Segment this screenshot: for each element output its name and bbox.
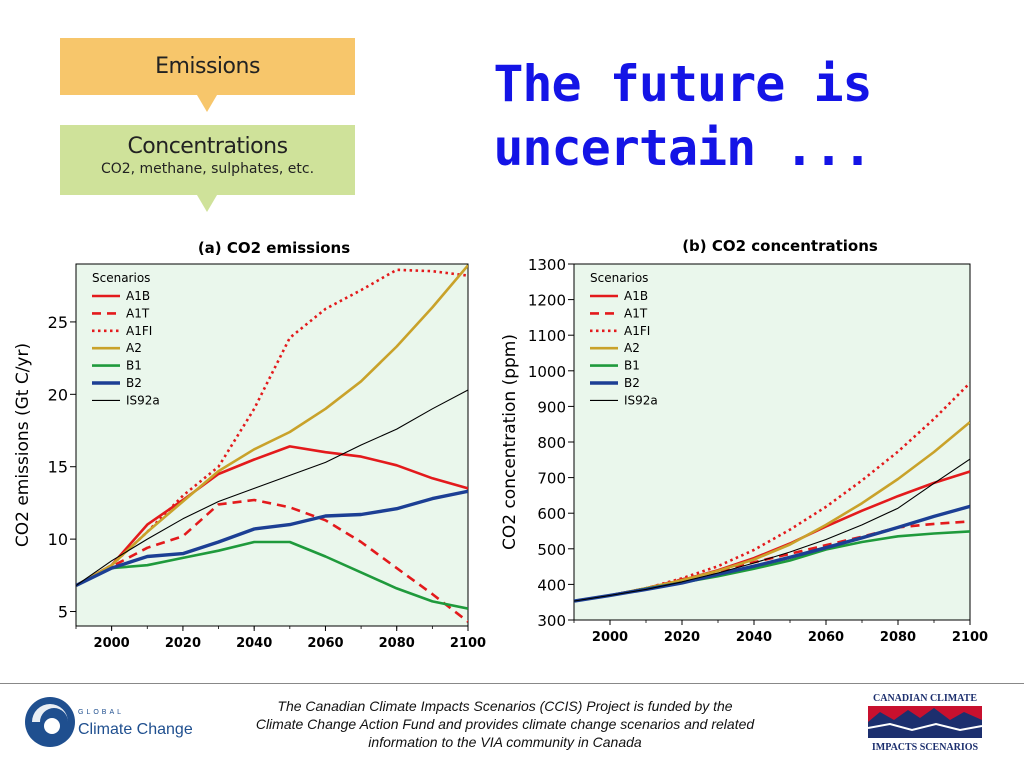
x-tick-label: 2000	[592, 630, 628, 645]
footer-line3: information to the VIA community in Cana…	[368, 734, 642, 750]
legend-label-b1: B1	[126, 359, 142, 373]
y-tick-label: 1000	[528, 363, 566, 381]
series-line-a1b	[76, 445, 468, 587]
y-tick-label: 900	[537, 398, 566, 416]
series-line-is92a	[574, 458, 970, 602]
slide-title-line1: The future is	[493, 55, 872, 113]
flow-arrow-down	[197, 195, 217, 212]
legend-label-a1b: A1B	[624, 289, 648, 303]
y-tick-label: 20	[48, 385, 68, 404]
y-tick-label: 800	[537, 434, 566, 452]
flow-arrow-down	[197, 95, 217, 112]
legend-title: Scenarios	[92, 271, 150, 285]
series-line-a1fi	[76, 268, 468, 587]
legend-label-a1fi: A1FI	[126, 324, 152, 338]
footer-divider	[0, 683, 1024, 684]
legend-label-a2: A2	[624, 341, 640, 355]
legend-label-a1t: A1T	[624, 306, 648, 320]
x-tick-label: 2100	[952, 630, 988, 645]
x-tick-label: 2060	[307, 636, 343, 651]
chart-co2-concentrations: (b) CO2 concentrations 2000 2020 2040 2060 20…	[500, 237, 988, 645]
y-tick-label: 25	[48, 313, 68, 332]
concentrations-label: Concentrations	[127, 134, 288, 159]
y-tick-label: 1100	[528, 327, 566, 345]
chart-co2-emissions: (a) CO2 emissions 2000 2020 2040 2060 2080 210…	[13, 239, 486, 651]
x-tick-label: 2000	[94, 636, 130, 651]
series-line-b2	[76, 489, 468, 588]
legend-label-a1t: A1T	[126, 306, 150, 320]
legend-label-a1b: A1B	[126, 289, 150, 303]
x-tick-label: 2060	[808, 630, 844, 645]
x-tick-label: 2020	[664, 630, 700, 645]
canadian-climate-impacts-scenarios-logo: CANADIAN CLIMATE IMPACTS SCENARIOS	[867, 693, 983, 753]
chart-title: (b) CO2 concentrations	[682, 237, 878, 255]
series-line-a2	[76, 264, 468, 587]
legend-label-is92a: IS92a	[624, 393, 658, 407]
logo-left-line2: Climate Change	[78, 721, 192, 738]
y-tick-label: 400	[537, 576, 566, 594]
legend-label-a1fi: A1FI	[624, 324, 650, 338]
logo-right-line2: IMPACTS SCENARIOS	[872, 742, 979, 753]
y-tick-label: 1200	[528, 292, 566, 310]
logo-right-line1: CANADIAN CLIMATE	[873, 693, 977, 704]
y-axis-label: CO2 emissions (Gt C/yr)	[13, 343, 33, 547]
footer-line2: Climate Change Action Fund and provides …	[255, 716, 755, 732]
concentrations-sublabel: CO2, methane, sulphates, etc.	[100, 161, 315, 177]
legend-label-b2: B2	[624, 376, 640, 390]
slide-title: The future is uncertain ...	[450, 52, 915, 180]
x-tick-label: 2100	[450, 636, 486, 651]
y-tick-label: 300	[537, 612, 566, 630]
legend-label-b1: B1	[624, 359, 640, 373]
x-tick-label: 2080	[880, 630, 916, 645]
y-tick-label: 500	[537, 541, 566, 559]
y-tick-label: 1300	[528, 256, 566, 274]
y-tick-label: 600	[537, 505, 566, 523]
emissions-label: Emissions	[155, 54, 260, 79]
chart-title: (a) CO2 emissions	[198, 239, 350, 257]
emissions-box: Emissions	[60, 38, 355, 95]
y-tick-label: 5	[58, 603, 68, 622]
footer-line1: The Canadian Climate Impacts Scenarios (…	[277, 698, 733, 714]
y-tick-label: 700	[537, 470, 566, 488]
x-tick-label: 2040	[736, 630, 772, 645]
concentrations-box: Concentrations CO2, methane, sulphates, …	[60, 125, 355, 195]
legend-title: Scenarios	[590, 271, 648, 285]
x-tick-label: 2040	[236, 636, 272, 651]
x-tick-label: 2020	[165, 636, 201, 651]
slide-title-line2: uncertain ...	[493, 119, 872, 177]
legend-label-is92a: IS92a	[126, 393, 160, 407]
legend-label-b2: B2	[126, 376, 142, 390]
x-tick-label: 2080	[379, 636, 415, 651]
legend-label-a2: A2	[126, 341, 142, 355]
y-axis-label: CO2 concentration (ppm)	[500, 334, 520, 550]
logo-left-line1: GLOBAL	[78, 709, 124, 716]
series-line-is92a	[76, 389, 468, 586]
footer-text: The Canadian Climate Impacts Scenarios (…	[190, 697, 820, 751]
y-tick-label: 10	[48, 530, 68, 549]
y-tick-label: 15	[48, 458, 68, 477]
global-climate-change-logo: GLOBAL Climate Change	[25, 697, 192, 747]
series-line-b1	[76, 540, 468, 610]
